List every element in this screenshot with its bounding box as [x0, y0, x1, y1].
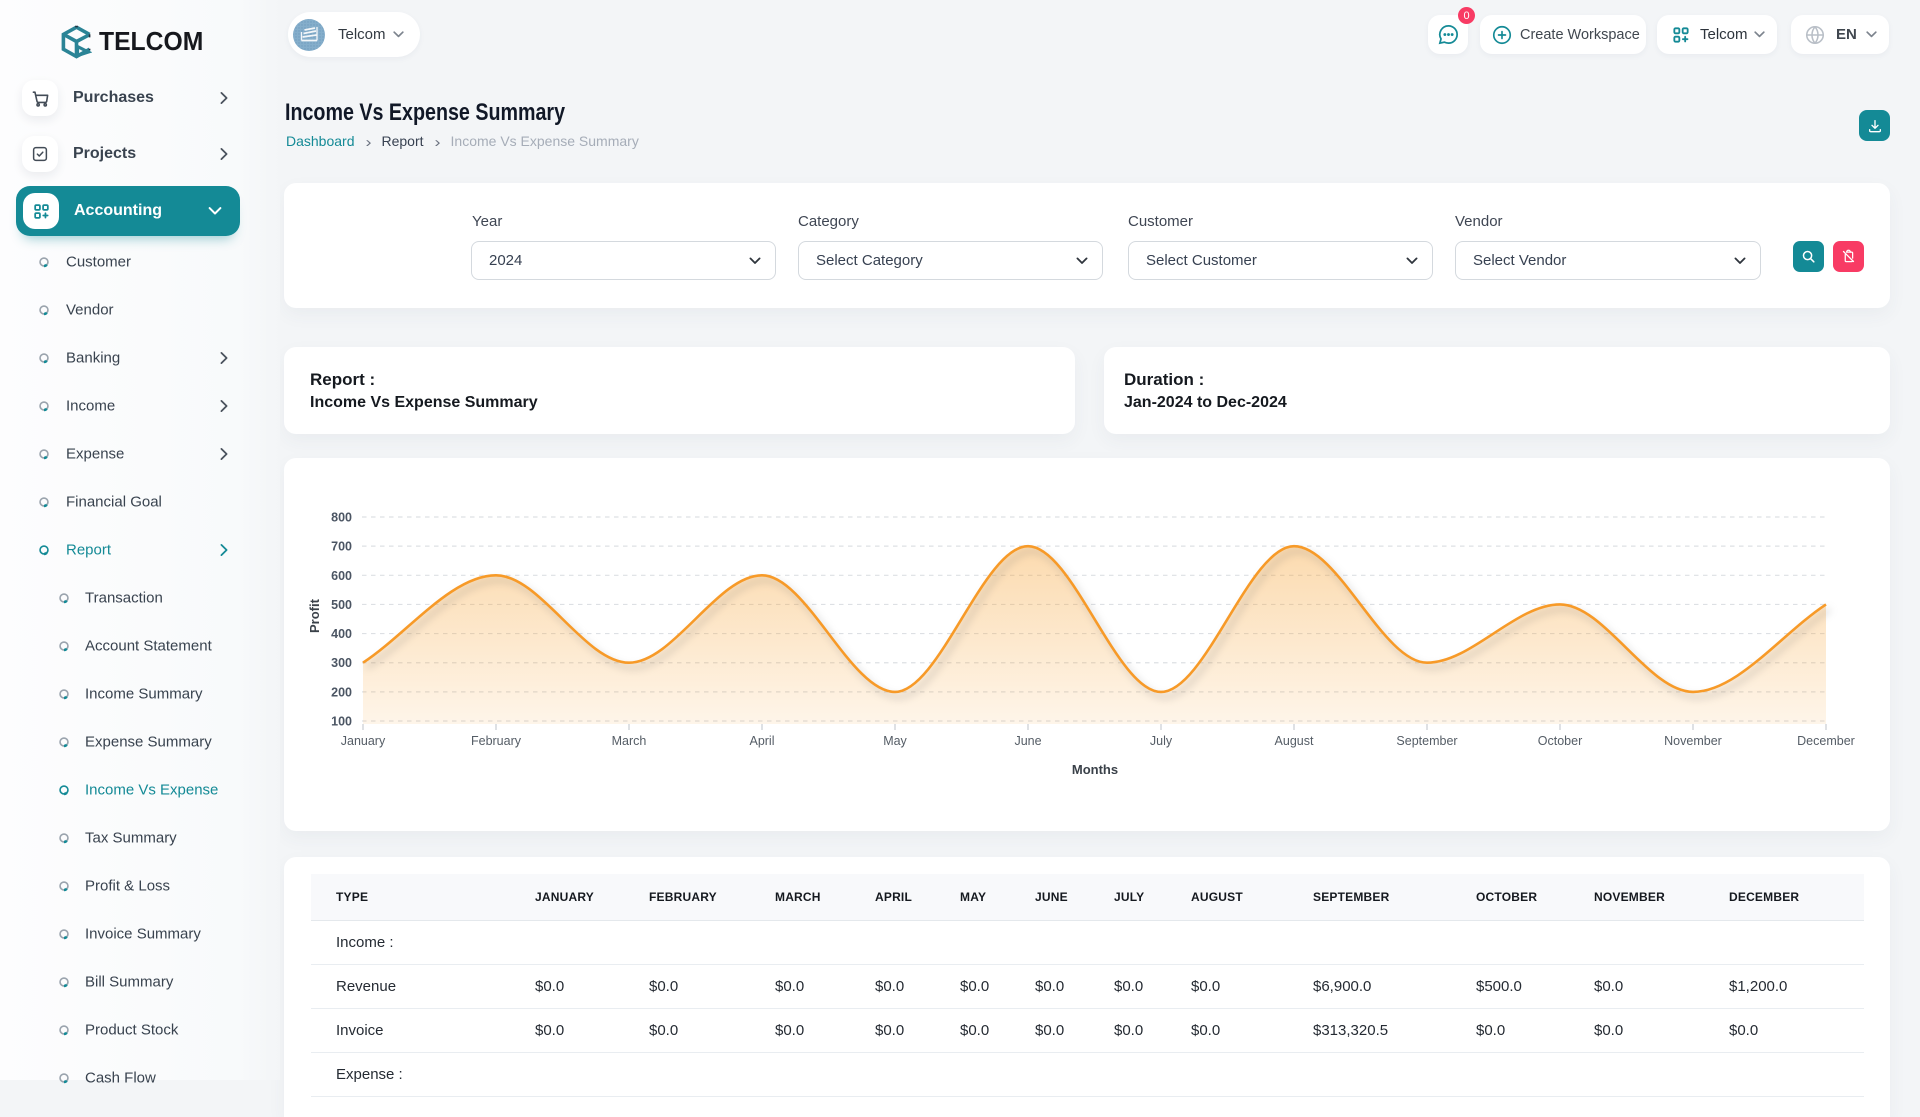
svg-text:May: May: [883, 734, 907, 748]
svg-text:June: June: [1014, 734, 1041, 748]
svg-text:600: 600: [331, 569, 352, 583]
svg-text:800: 800: [331, 511, 352, 525]
svg-text:500: 500: [331, 598, 352, 612]
svg-text:September: September: [1396, 734, 1457, 748]
svg-text:300: 300: [331, 656, 352, 670]
svg-text:February: February: [471, 734, 522, 748]
svg-text:December: December: [1797, 734, 1855, 748]
svg-text:January: January: [341, 734, 386, 748]
svg-text:Months: Months: [1072, 762, 1118, 777]
svg-text:April: April: [749, 734, 774, 748]
svg-text:July: July: [1150, 734, 1173, 748]
svg-text:August: August: [1275, 734, 1314, 748]
svg-text:200: 200: [331, 685, 352, 699]
svg-text:October: October: [1538, 734, 1582, 748]
svg-text:400: 400: [331, 627, 352, 641]
svg-text:100: 100: [331, 715, 352, 729]
svg-text:March: March: [612, 734, 647, 748]
svg-text:700: 700: [331, 540, 352, 554]
svg-text:November: November: [1664, 734, 1722, 748]
svg-text:Profit: Profit: [307, 598, 322, 633]
